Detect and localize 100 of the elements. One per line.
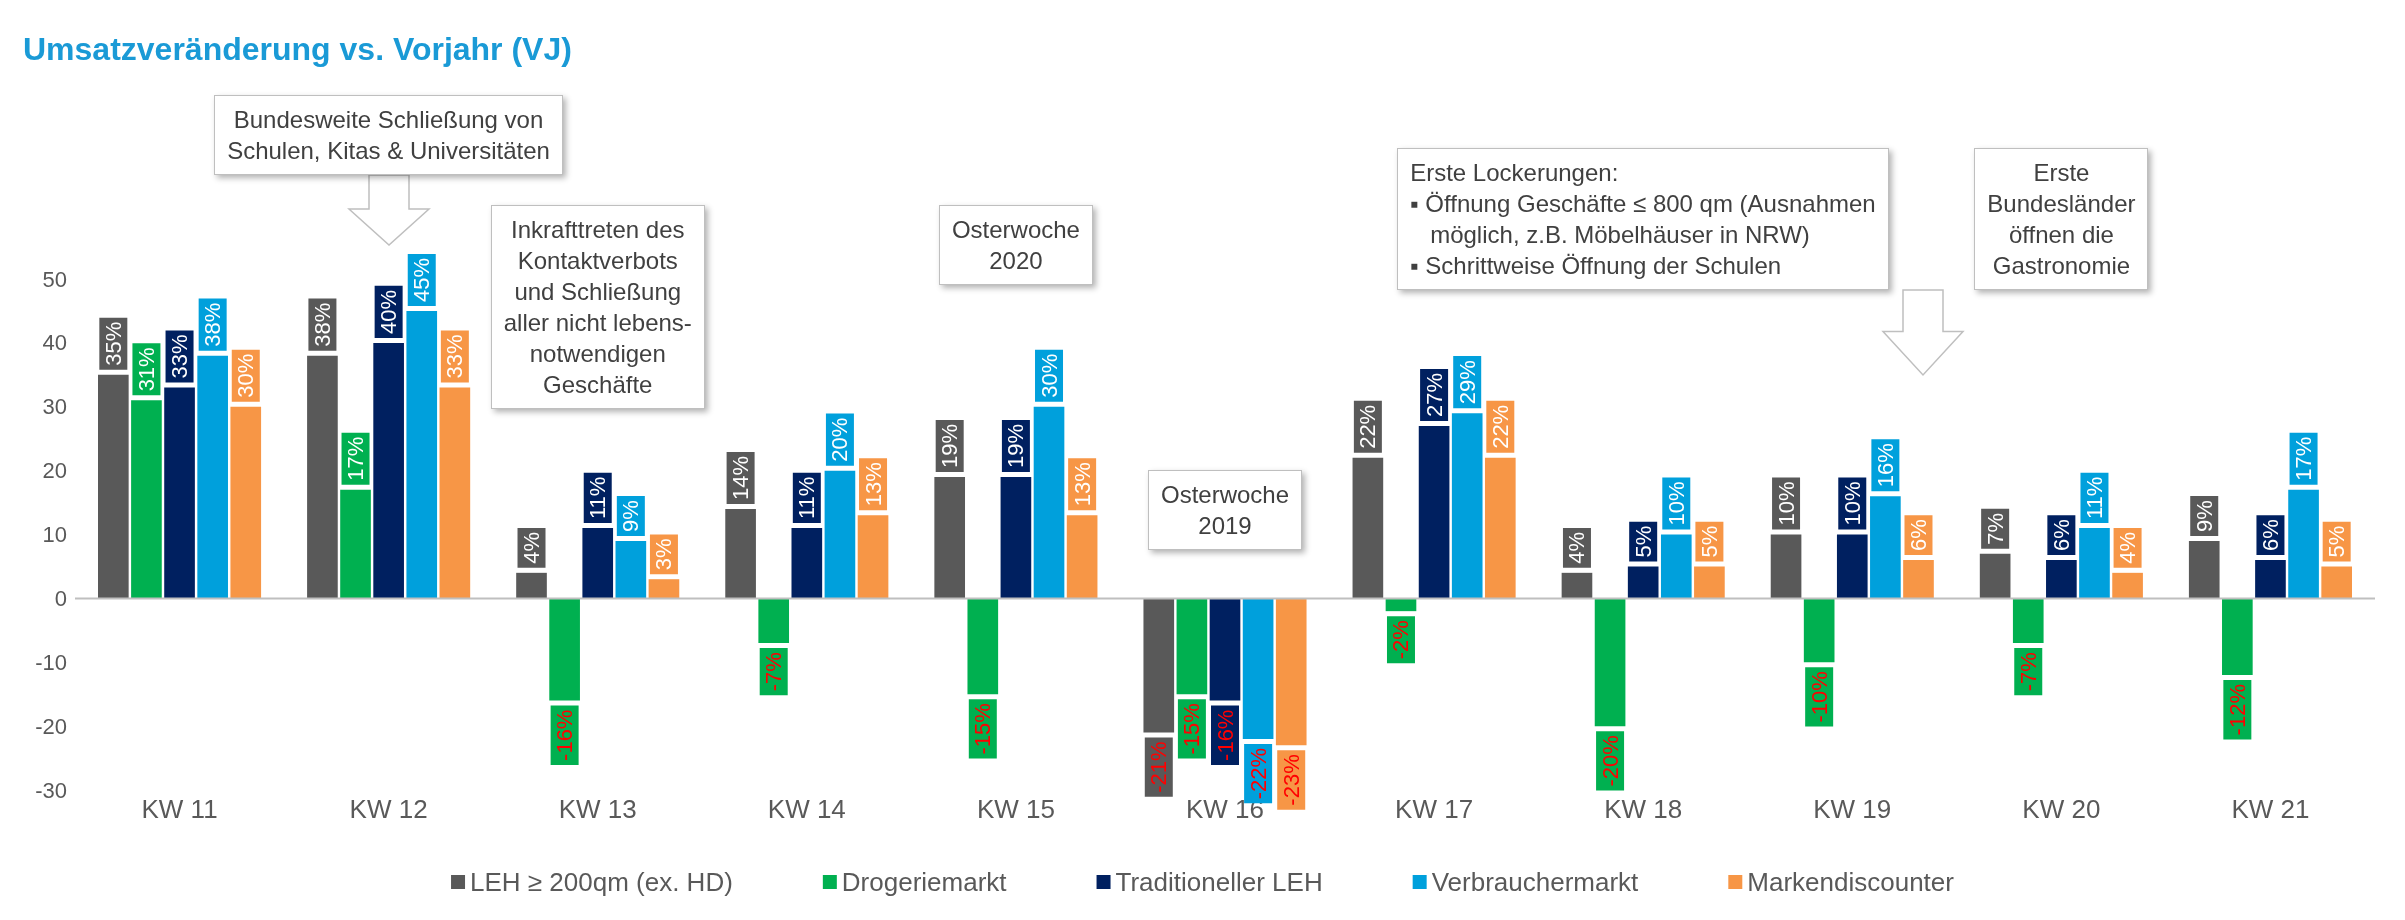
bar [2046,560,2077,599]
data-label: -15% [970,703,996,755]
data-label: 33% [167,334,193,379]
y-tick-label: 10 [42,522,67,547]
bar [1209,598,1241,701]
data-label: 4% [519,532,545,564]
bar [549,598,580,701]
data-label: 38% [200,302,226,347]
x-tick-label: KW 12 [349,794,428,824]
data-label: 29% [1454,360,1480,405]
bar [131,400,162,599]
data-label: 22% [1355,404,1381,449]
bar [1770,534,1802,599]
bar [2222,598,2253,676]
data-label: -16% [1212,709,1238,761]
bar [1627,566,1659,599]
bar [1660,534,1692,599]
bar [197,355,228,599]
bar [2012,598,2044,644]
data-label: -21% [1146,741,1172,793]
data-label: 13% [860,462,886,507]
x-tick-label: KW 21 [2231,794,2310,824]
data-label: 5% [1630,525,1656,558]
data-label: 6% [2257,519,2283,552]
bar [1000,477,1032,599]
bar [1870,496,1901,599]
bar [934,477,966,599]
data-label: 4% [1564,532,1590,564]
bar [1903,560,1934,599]
data-label: 9% [618,500,644,532]
data-label: -15% [1179,703,1205,755]
bar [2188,540,2220,599]
bar [1352,457,1384,599]
data-label: 31% [133,347,159,392]
data-label: -12% [2224,684,2250,736]
data-label: 35% [100,321,126,366]
bar [373,342,404,599]
bar [1694,566,1725,599]
bar [439,387,471,599]
data-label: 5% [2324,525,2350,558]
x-tick-label: KW 13 [558,794,637,824]
data-label: 9% [2191,500,2217,532]
data-label: 5% [1696,525,1722,558]
bar [725,508,756,599]
bar [1242,598,1274,739]
bar [2288,489,2319,599]
data-label: 17% [343,436,369,481]
data-label: 10% [1663,481,1689,526]
legend-label: Markendiscounter [1747,867,1955,897]
legend-label: Drogeriemarkt [841,867,1008,897]
bar [857,515,889,599]
bar [1418,425,1450,599]
callout-box: Erste Lockerungen: ▪ Öffnung Geschäfte ≤ 800 qm (Ausnahmen möglich, z.B. Möbelhäuser in NRW) ▪ Schrittweise Öffnung der Schulen [1397,148,1889,290]
data-label: 16% [1872,443,1898,488]
data-label: -2% [1388,620,1414,660]
y-tick-label: 40 [42,330,67,356]
data-label: 13% [1069,462,1095,507]
bar [967,598,999,695]
data-label: -23% [1278,754,1304,806]
data-label: -7% [2015,652,2041,692]
data-label: 10% [1839,481,1865,526]
bar [1979,553,2011,599]
data-label: 4% [2115,532,2141,564]
bar [1484,457,1516,599]
x-tick-label: KW 15 [976,794,1055,824]
y-tick-label: -30 [35,777,67,803]
data-label: 20% [827,417,853,462]
bar [2079,528,2110,599]
data-label: -7% [761,652,787,692]
bar [1594,598,1626,727]
data-label: 30% [233,353,259,398]
bar [2321,566,2352,599]
data-label: 10% [1773,481,1799,526]
data-label: 30% [1036,353,1062,398]
callout-box: Inkrafttreten des Kontaktverbots und Schließung aller nicht lebens- notwendigen Geschäfte [490,205,705,409]
data-label: 22% [1487,404,1513,449]
data-label: 6% [1905,519,1931,552]
bar [1176,598,1208,695]
bar [340,489,371,599]
bar [791,528,823,599]
y-tick-label: -10 [35,649,67,675]
chart-title: Umsatzveränderung vs. Vorjahr (VJ) [23,31,572,67]
bar [1561,572,1593,599]
bar [648,579,680,599]
callout-box: Osterwoche 2019 [1148,470,1303,550]
data-label: -22% [1245,747,1271,800]
data-label: 11% [585,476,611,520]
data-label: 45% [409,257,435,302]
callout-box: Erste Bundesländer öffnen die Gastronomie [1974,148,2149,290]
bar [98,374,129,599]
bar [1803,598,1835,663]
data-label: 40% [376,289,402,334]
bar [1836,534,1868,599]
x-tick-label: KW 18 [1604,794,1683,824]
bar [2255,560,2286,599]
y-tick-label: 0 [54,585,67,611]
x-tick-label: KW 17 [1395,794,1474,824]
data-label: 38% [309,302,335,347]
data-label: -16% [552,709,578,761]
callout-box: Osterwoche 2020 [938,205,1093,285]
